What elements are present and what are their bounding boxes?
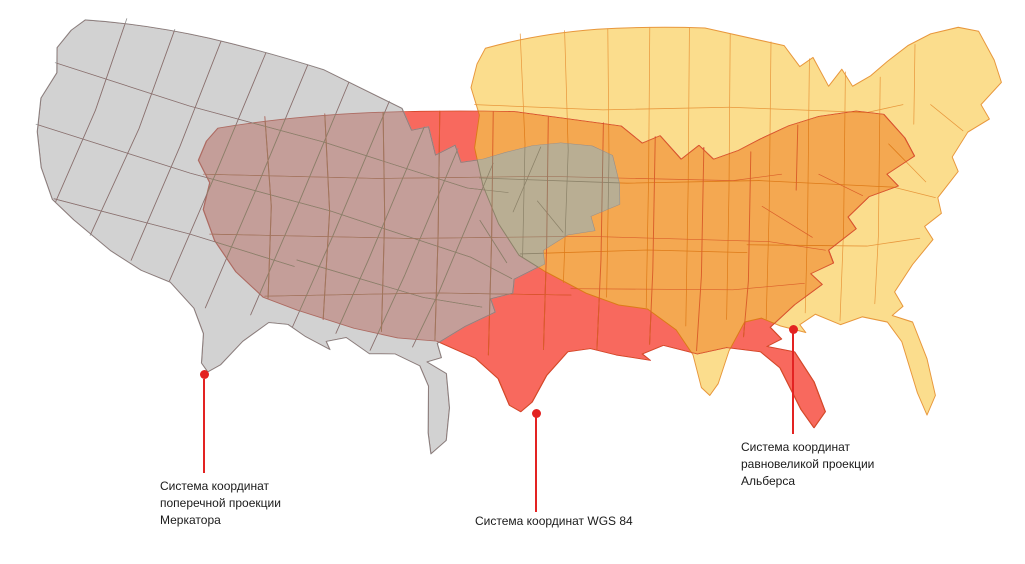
label-line: Система координат (160, 479, 270, 493)
label-line: Альберса (741, 474, 796, 488)
label-line: равновеликой проекции (741, 457, 875, 471)
label-line: поперечной проекции (160, 496, 281, 510)
annotation-label: Система координат поперечной проекции Ме… (160, 478, 281, 529)
annotation-label: Система координат WGS 84 (475, 513, 633, 530)
annotation-label: Система координат равновеликой проекции … (741, 439, 874, 490)
leader-line (203, 379, 205, 473)
marker-dot (789, 325, 798, 334)
label-line: Система координат (741, 440, 851, 454)
label-line: Система координат WGS 84 (475, 514, 633, 528)
leader-line (535, 417, 537, 512)
marker-dot (532, 409, 541, 418)
label-line: Меркатора (160, 513, 221, 527)
marker-dot (200, 370, 209, 379)
leader-line (792, 333, 794, 434)
